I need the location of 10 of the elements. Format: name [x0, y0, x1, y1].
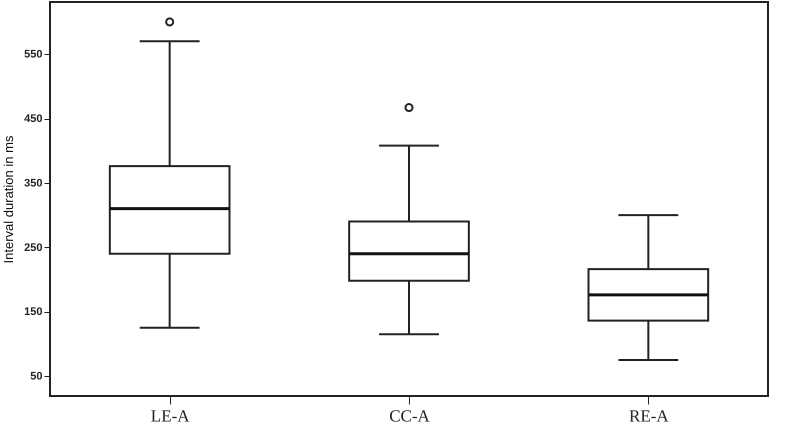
- x-tick-label: CC-A: [389, 406, 431, 425]
- y-tick-label: 250: [24, 242, 42, 254]
- y-tick-label: 450: [24, 113, 42, 126]
- y-tick-label: 50: [30, 370, 42, 383]
- y-tick-label: 150: [24, 306, 42, 318]
- y-tick-label: 550: [24, 48, 42, 61]
- y-tick-label: 350: [24, 177, 42, 190]
- y-axis-title: Interval duration in ms: [1, 135, 16, 264]
- x-tick-label: RE-A: [628, 406, 670, 425]
- x-tick-label: LE-A: [150, 406, 190, 425]
